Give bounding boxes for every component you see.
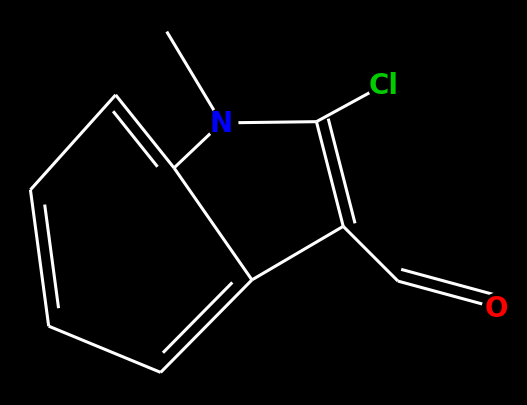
Text: Cl: Cl <box>368 72 398 100</box>
Text: O: O <box>485 294 509 322</box>
Text: N: N <box>210 110 233 138</box>
